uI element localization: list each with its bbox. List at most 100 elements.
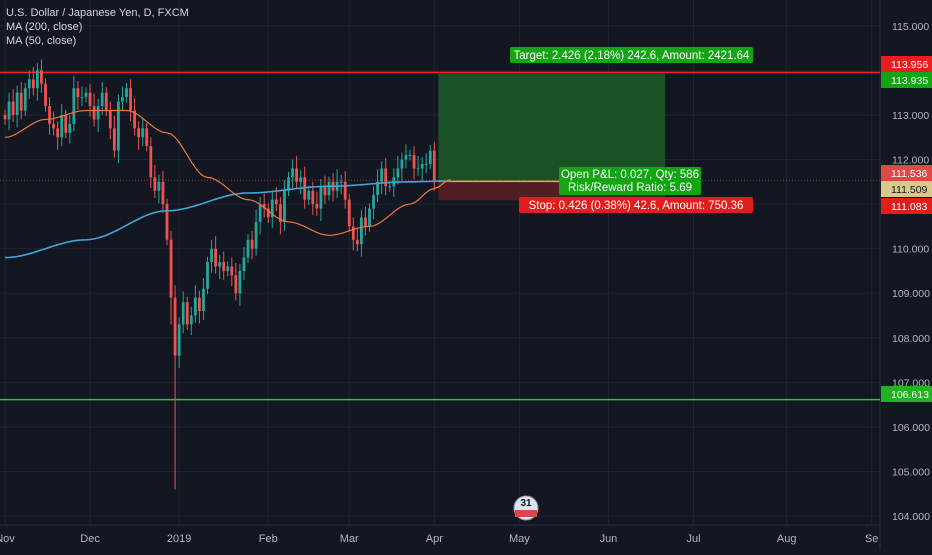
- x-tick-label: Se: [865, 533, 878, 545]
- candle-body: [158, 182, 161, 191]
- candle-body: [247, 240, 250, 258]
- candle-body: [328, 182, 331, 195]
- y-tick-label: 110.000: [892, 244, 929, 256]
- candle-body: [121, 97, 124, 101]
- candle-body: [125, 88, 128, 97]
- candle-body: [218, 262, 221, 266]
- candle-body: [198, 298, 201, 311]
- candle-body: [60, 115, 63, 137]
- candle-body: [48, 106, 51, 124]
- x-tick-label: May: [509, 533, 530, 545]
- x-tick-label: Aug: [777, 533, 797, 545]
- candle-body: [401, 160, 404, 169]
- candle-body: [222, 262, 225, 271]
- x-tick-label: Feb: [259, 533, 278, 545]
- candle-body: [36, 70, 39, 88]
- candle-body: [417, 168, 420, 169]
- candle-body: [311, 191, 314, 204]
- candle-body: [24, 88, 27, 110]
- candle-body: [117, 102, 120, 151]
- y-tick-label: 108.000: [892, 333, 930, 345]
- candle-body: [251, 240, 254, 249]
- ma50-legend[interactable]: MA (50, close): [6, 34, 189, 48]
- candle-body: [44, 84, 47, 106]
- candle-body: [85, 93, 88, 97]
- candle-body: [40, 70, 43, 83]
- y-tick-label: 112.000: [892, 155, 929, 167]
- candle-body: [320, 186, 323, 208]
- candle-body: [145, 128, 148, 146]
- candle-body: [206, 262, 209, 289]
- candle-body: [28, 79, 31, 88]
- candle-body: [153, 177, 156, 190]
- flag-icon: [515, 510, 537, 517]
- symbol-title[interactable]: U.S. Dollar / Japanese Yen, D, FXCM: [6, 6, 189, 20]
- candle-body: [364, 217, 367, 226]
- events-badge[interactable]: 31: [514, 496, 538, 520]
- candle-body: [109, 111, 112, 129]
- candle-body: [421, 164, 424, 168]
- candle-body: [194, 298, 197, 316]
- candle-body: [360, 217, 363, 244]
- stop-label: Stop: 0.426 (0.38%) 42.6, Amount: 750.36: [529, 200, 744, 212]
- candle-body: [405, 155, 408, 159]
- candle-body: [429, 151, 432, 164]
- candle-body: [344, 182, 347, 200]
- candle-body: [77, 88, 80, 97]
- candle-body: [324, 186, 327, 195]
- candle-body: [190, 316, 193, 325]
- candle-body: [68, 124, 71, 133]
- candle-body: [230, 267, 233, 276]
- candle-body: [4, 115, 7, 119]
- candle-body: [97, 106, 100, 119]
- candle-body: [352, 226, 355, 239]
- candle-body: [356, 240, 359, 244]
- y-tick-label: 113.000: [892, 110, 929, 122]
- price-tag-support: 106.613: [891, 389, 929, 401]
- candle-body: [56, 128, 59, 137]
- candle-body: [433, 151, 436, 181]
- price-tag-last: 111.536: [891, 168, 928, 180]
- candle-body: [170, 240, 173, 298]
- candle-body: [64, 115, 67, 133]
- y-tick-label: 115.000: [892, 21, 929, 33]
- ma200-legend[interactable]: MA (200, close): [6, 20, 189, 34]
- candle-body: [409, 155, 412, 156]
- x-tick-label: Jul: [686, 533, 700, 545]
- candle-body: [186, 302, 189, 324]
- candle-body: [202, 289, 205, 311]
- candle-body: [174, 298, 177, 356]
- y-tick-label: 105.000: [892, 467, 930, 479]
- x-tick-label: Nov: [0, 533, 15, 545]
- candle-body: [315, 204, 318, 208]
- x-tick-label: 2019: [167, 533, 191, 545]
- candle-body: [16, 93, 19, 115]
- candle-body: [93, 106, 96, 119]
- candle-body: [72, 88, 75, 124]
- price-tag-resistance: 113.956: [891, 59, 928, 71]
- candle-body: [299, 177, 302, 181]
- candle-body: [425, 164, 428, 165]
- candle-body: [388, 186, 391, 187]
- y-tick-label: 104.000: [892, 511, 930, 523]
- candle-body: [291, 168, 294, 177]
- price-tag-target: 113.935: [891, 75, 928, 87]
- candle-body: [166, 204, 169, 240]
- candle-body: [239, 271, 242, 293]
- candle-body: [275, 200, 278, 204]
- x-tick-label: Jun: [600, 533, 618, 545]
- candle-body: [210, 249, 213, 262]
- candle-body: [380, 168, 383, 181]
- chart-legend: U.S. Dollar / Japanese Yen, D, FXCM MA (…: [6, 6, 189, 48]
- candle-body: [259, 204, 262, 222]
- candle-body: [368, 209, 371, 227]
- candle-body: [295, 168, 298, 181]
- candle-body: [340, 182, 343, 183]
- candle-body: [20, 93, 23, 111]
- candle-body: [348, 200, 351, 227]
- candle-body: [214, 249, 217, 267]
- candle-body: [141, 128, 144, 137]
- candle-body: [255, 222, 258, 249]
